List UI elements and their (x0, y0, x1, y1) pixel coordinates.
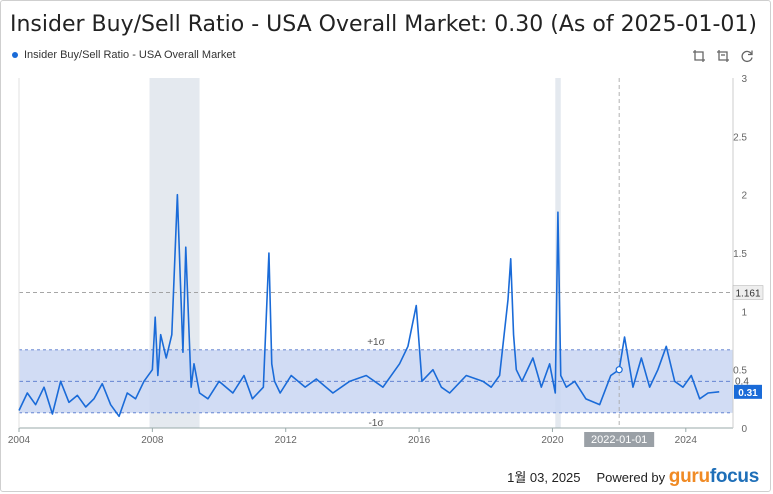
y-tick-label: 1.5 (733, 249, 747, 260)
y-tick-label: 2 (741, 191, 747, 202)
chart-toolbar (691, 48, 755, 64)
reference-label: 1.161 (735, 289, 760, 300)
x-tick-label: 2016 (408, 435, 431, 446)
y-tick-label: 1 (741, 307, 747, 318)
y-tick-label: 0 (741, 424, 747, 435)
footer-date: 1월 03, 2025 (507, 470, 581, 485)
crosshair-label-box (584, 432, 655, 447)
legend-marker (12, 52, 18, 58)
zoom-reset-icon[interactable] (715, 48, 731, 64)
legend-label: Insider Buy/Sell Ratio - USA Overall Mar… (24, 49, 236, 61)
gurufocus-logo: gurufocus (668, 466, 760, 487)
x-tick-label: 2008 (141, 435, 164, 446)
x-tick-label: 2024 (675, 435, 698, 446)
y-tick-label: 3 (741, 74, 747, 85)
footer: 1월 03, 2025 Powered by gurufocus (507, 466, 759, 488)
lower-sigma-label: -1σ (368, 418, 384, 429)
chart-title: Insider Buy/Sell Ratio - USA Overall Mar… (10, 12, 758, 37)
y-tick-label: 0.5 (733, 366, 747, 377)
x-tick-label: 2012 (275, 435, 298, 446)
refresh-icon[interactable] (739, 48, 755, 64)
last-value-label: 0.31 (738, 388, 758, 399)
series-line (18, 193, 720, 418)
reference-label: 0.4 (735, 376, 749, 387)
upper-sigma-label: +1σ (367, 337, 385, 348)
legend[interactable]: Insider Buy/Sell Ratio - USA Overall Mar… (12, 49, 236, 61)
x-tick-label: 2020 (541, 435, 564, 446)
crosshair-label: 2022-01-01 (591, 434, 647, 446)
zoom-in-icon[interactable] (691, 48, 707, 64)
last-value-box (734, 384, 762, 399)
powered-by-label: Powered by (596, 470, 666, 485)
x-tick-label: 2004 (8, 435, 31, 446)
y-tick-label: 2.5 (733, 132, 747, 143)
reference-label-box (732, 285, 764, 300)
brand-block[interactable]: Powered by gurufocus (596, 466, 760, 488)
crosshair-point (615, 366, 623, 374)
